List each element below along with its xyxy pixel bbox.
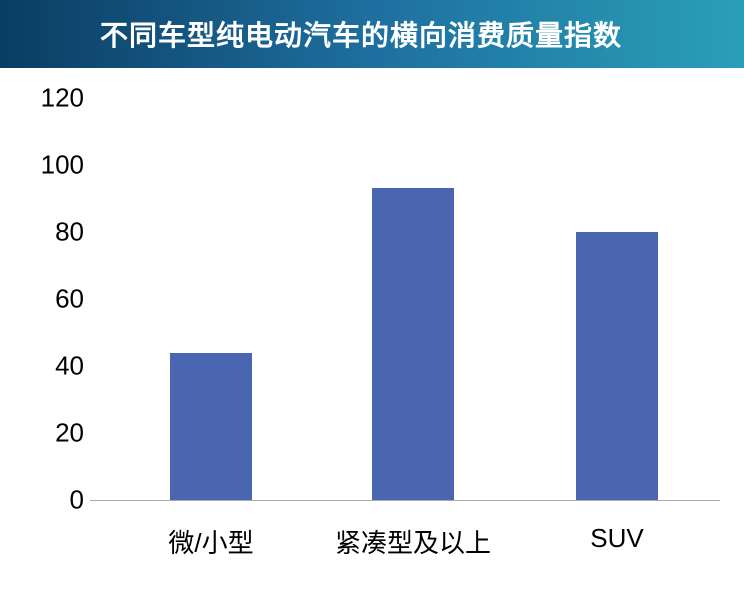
title-bar: 不同车型纯电动汽车的横向消费质量指数	[0, 0, 744, 68]
y-tick-label: 20	[55, 418, 84, 449]
chart-title: 不同车型纯电动汽车的横向消费质量指数	[100, 14, 622, 54]
y-tick-label: 80	[55, 217, 84, 248]
y-tick-label: 100	[41, 150, 84, 181]
x-tick-label: 微/小型	[168, 523, 253, 560]
x-axis-line	[90, 500, 720, 501]
bar	[576, 232, 658, 500]
y-tick-label: 60	[55, 284, 84, 315]
y-tick-label: 40	[55, 351, 84, 382]
bar	[170, 353, 252, 500]
bar	[372, 188, 454, 500]
x-tick-label: SUV	[590, 523, 643, 554]
chart-area: 0 20 40 60 80 100 120 微/小型 紧凑型及以上 SUV	[0, 68, 744, 598]
y-tick-label: 0	[70, 485, 84, 516]
y-tick-label: 120	[41, 83, 84, 114]
x-tick-label: 紧凑型及以上	[335, 523, 491, 560]
